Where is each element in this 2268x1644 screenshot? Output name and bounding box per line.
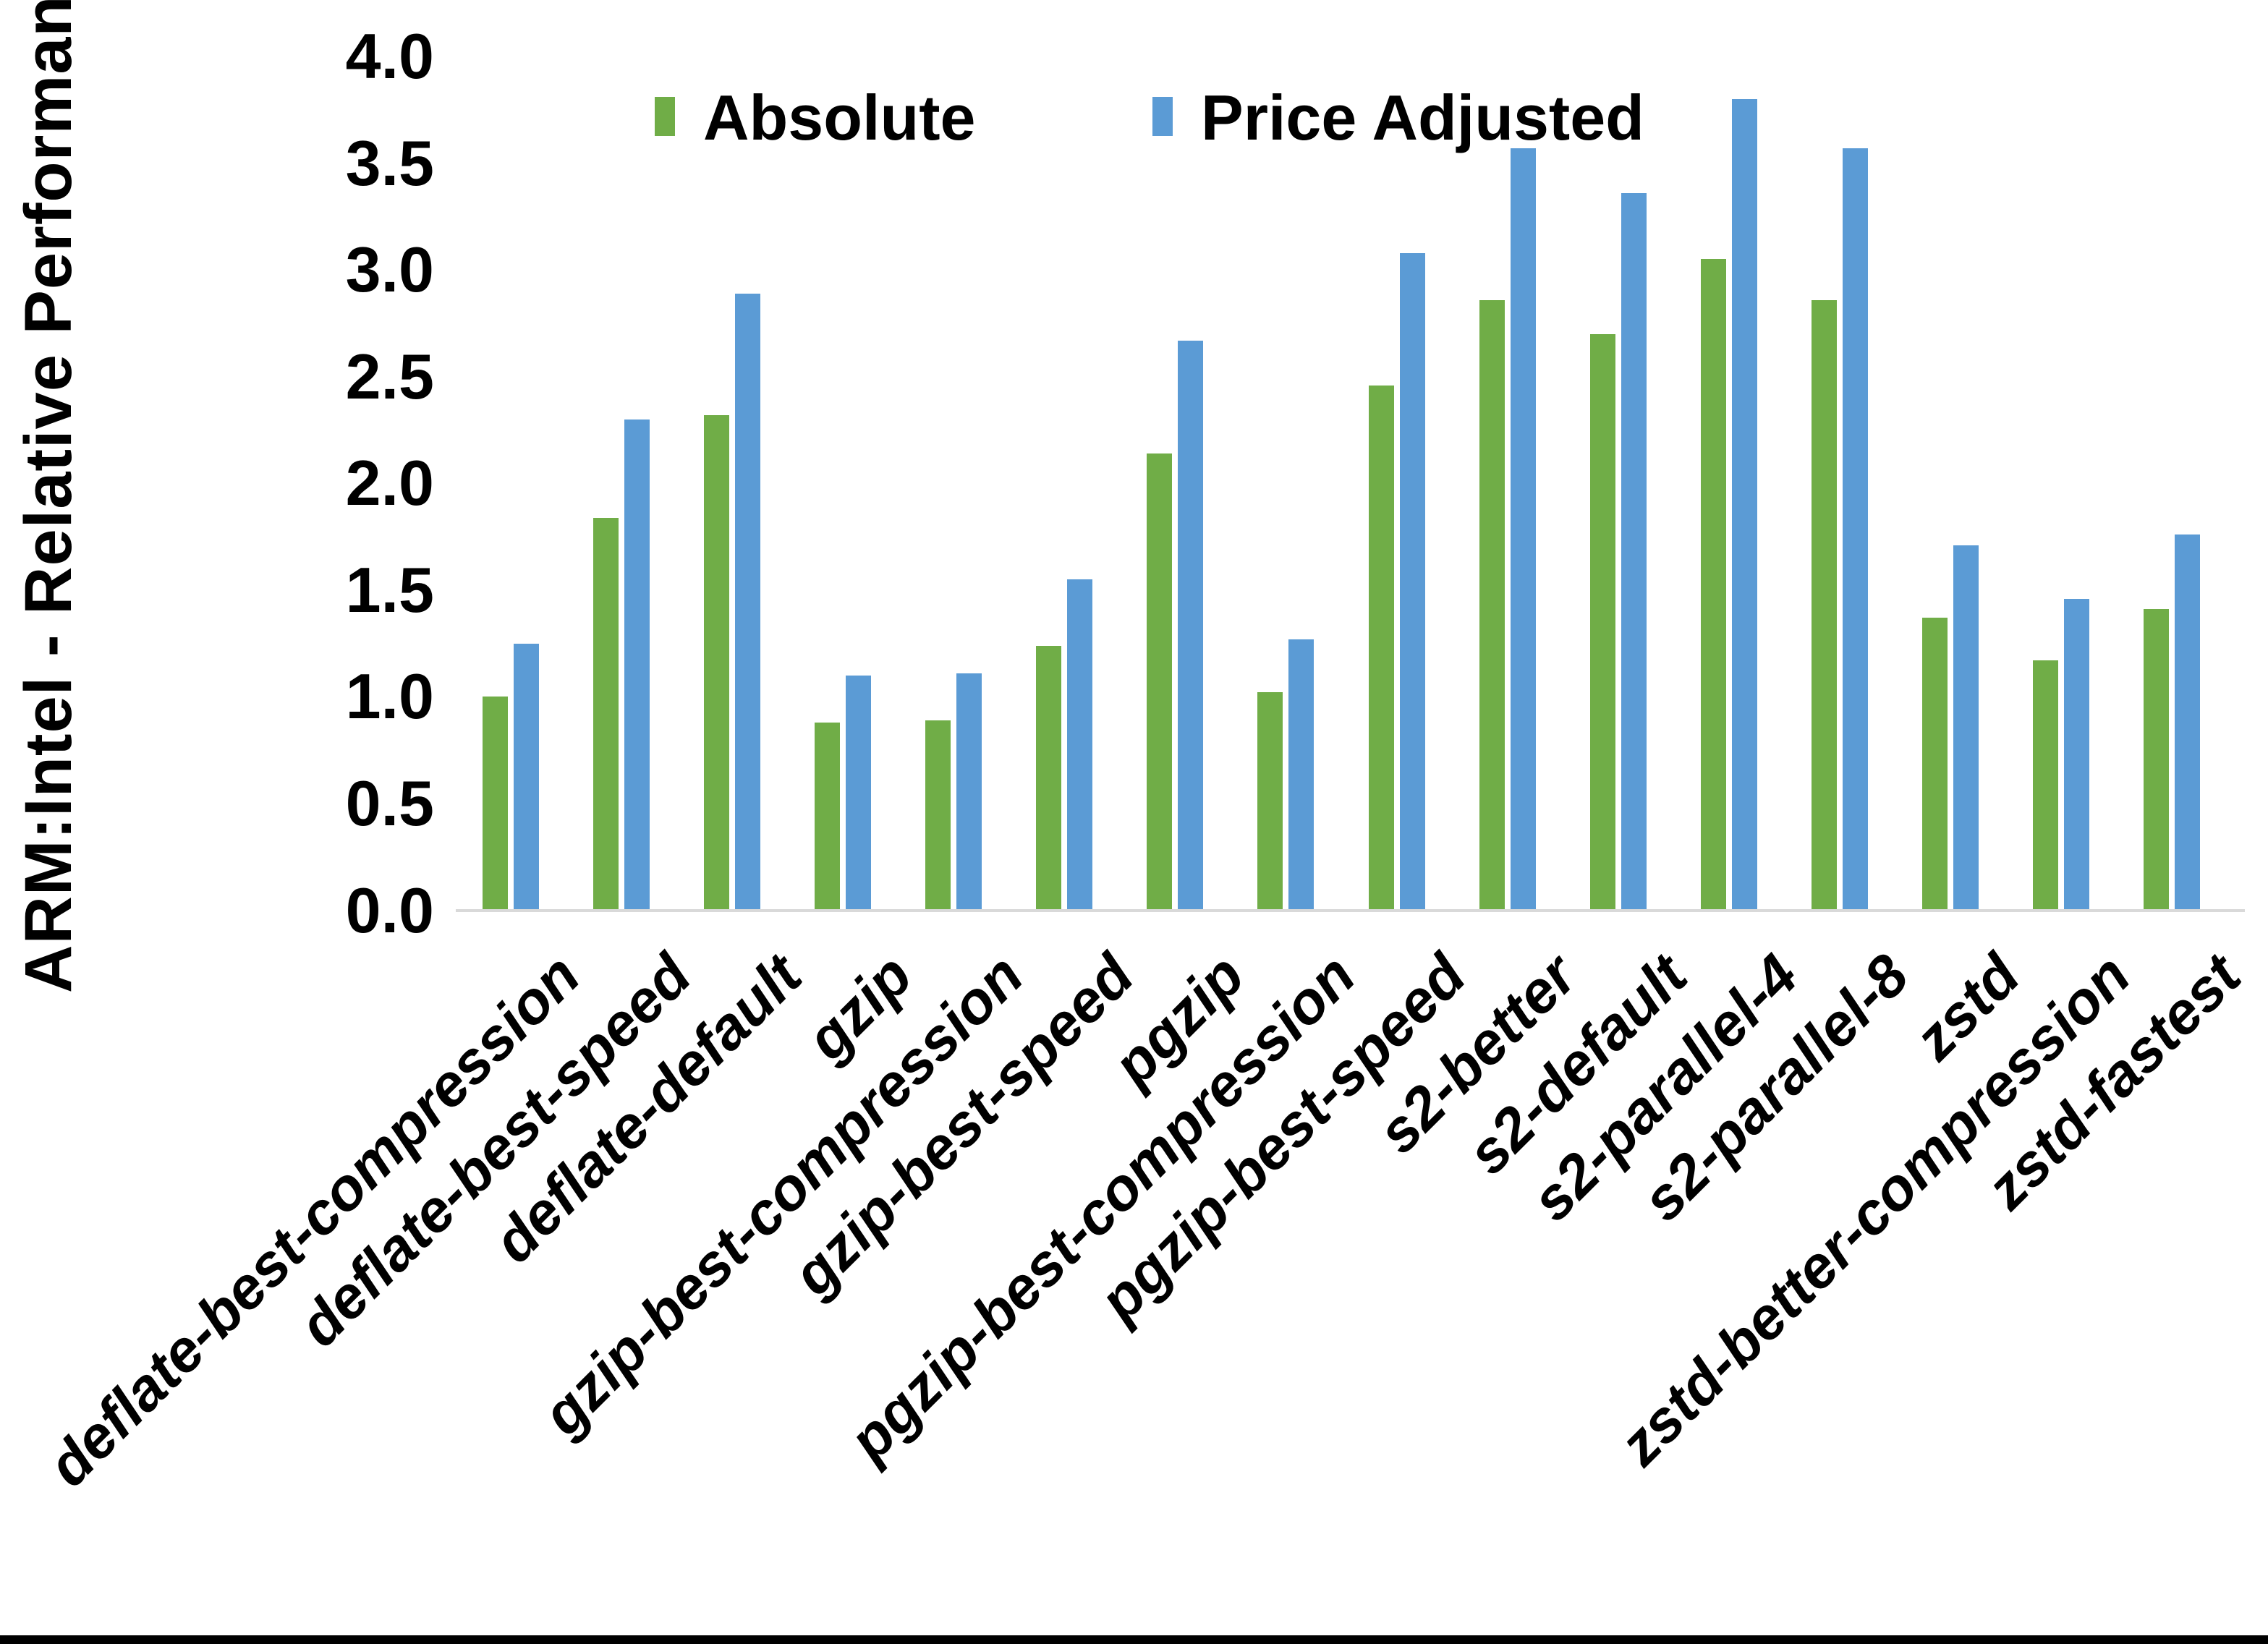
bar-price-adjusted-zstd-fastest — [2175, 534, 2201, 911]
y-tick-label-1.5: 1.5 — [345, 553, 434, 626]
chart-legend: Absolute Price Adjusted — [0, 85, 2268, 150]
y-tick-label-3.5: 3.5 — [345, 127, 434, 199]
bar-price-adjusted-gzip-best-speed — [1067, 579, 1093, 911]
legend-label-absolute: Absolute — [703, 82, 976, 153]
bar-absolute-gzip-best-speed — [1036, 645, 1062, 911]
bar-price-adjusted-pgzip-best-speed — [1399, 252, 1425, 911]
bar-absolute-s2-better — [1479, 299, 1505, 911]
bar-price-adjusted-deflate-best-speed — [624, 419, 650, 911]
y-tick-label-0.0: 0.0 — [345, 874, 434, 946]
bar-absolute-zstd-better-compression — [2032, 660, 2058, 911]
bar-absolute-s2-parallel-4 — [1700, 259, 1726, 911]
bar-absolute-zstd — [1921, 618, 1948, 911]
y-tick-label-1.0: 1.0 — [345, 660, 434, 733]
bar-price-adjusted-s2-default — [1621, 192, 1647, 911]
bar-price-adjusted-pgzip-best-compression — [1288, 639, 1314, 911]
bar-price-adjusted-gzip-best-compression — [956, 673, 982, 911]
bar-price-adjusted-zstd-better-compression — [2063, 598, 2089, 911]
x-axis-line — [456, 909, 2245, 912]
y-tick-label-2.5: 2.5 — [345, 340, 434, 412]
bar-absolute-pgzip-best-speed — [1368, 385, 1394, 911]
legend-label-price-adjusted: Price Adjusted — [1201, 82, 1644, 153]
bar-absolute-s2-default — [1589, 333, 1615, 911]
y-tick-label-0.5: 0.5 — [345, 767, 434, 839]
legend-swatch-absolute-icon — [655, 97, 675, 136]
bar-absolute-deflate-default — [704, 414, 730, 911]
bottom-frame-border — [0, 1635, 2268, 1644]
bar-absolute-s2-parallel-8 — [1811, 299, 1837, 911]
bar-price-adjusted-zstd — [1953, 545, 1979, 911]
bar-price-adjusted-gzip — [846, 675, 872, 911]
bar-price-adjusted-s2-parallel-8 — [1842, 148, 1868, 911]
bar-absolute-pgzip — [1147, 453, 1173, 911]
bar-price-adjusted-s2-better — [1510, 148, 1536, 911]
bar-price-adjusted-deflate-best-compression — [514, 643, 539, 911]
y-tick-label-3.0: 3.0 — [345, 234, 434, 306]
bar-price-adjusted-deflate-default — [735, 293, 761, 911]
bar-absolute-gzip-best-compression — [925, 720, 951, 911]
bar-absolute-deflate-best-compression — [483, 697, 508, 911]
bar-absolute-zstd-fastest — [2144, 609, 2170, 911]
bar-absolute-pgzip-best-compression — [1257, 692, 1283, 911]
bar-absolute-gzip — [815, 722, 841, 911]
bar-price-adjusted-pgzip — [1178, 340, 1204, 911]
bar-absolute-deflate-best-speed — [593, 517, 619, 911]
y-tick-label-4.0: 4.0 — [345, 20, 434, 93]
y-tick-label-2.0: 2.0 — [345, 447, 434, 519]
bar-price-adjusted-s2-parallel-4 — [1731, 99, 1757, 911]
legend-swatch-price-adjusted-icon — [1152, 97, 1173, 136]
y-axis-title: ARM:Intel - Relative Performance — [12, 0, 85, 993]
